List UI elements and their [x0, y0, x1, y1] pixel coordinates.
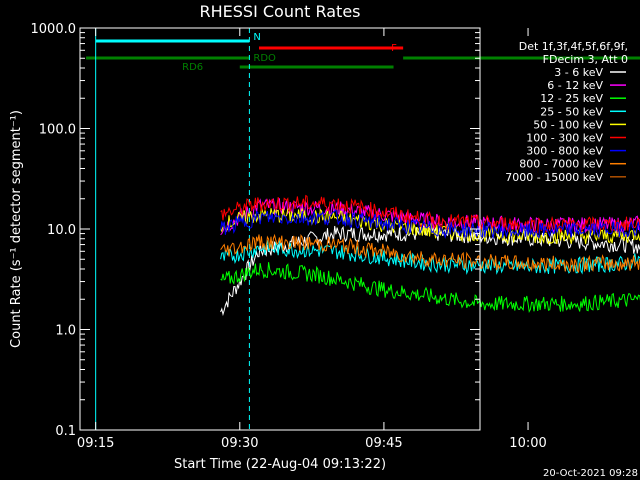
legend-entry: 25 - 50 keV: [540, 105, 603, 118]
legend: Det 1f,3f,4f,5f,6f,9f,FDecim 3, Att 03 -…: [505, 40, 628, 184]
x-tick-label: 10:00: [509, 436, 546, 451]
flag-label: N: [253, 32, 260, 43]
legend-entry: 7000 - 15000 keV: [505, 171, 603, 184]
legend-header: FDecim 3, Att 0: [543, 53, 628, 66]
flag-label: RDO: [253, 53, 276, 64]
axis-ticks: 09:1509:3009:4510:0010:1510:3010:450.11.…: [31, 22, 547, 451]
y-tick-label: 1.0: [55, 324, 76, 339]
legend-entry: 3 - 6 keV: [554, 66, 603, 79]
series-line: [220, 239, 640, 275]
chart-title: RHESSI Count Rates: [200, 2, 361, 21]
flag-label: RD6: [182, 62, 203, 73]
x-axis-label: Start Time (22-Aug-04 09:13:22): [174, 457, 386, 472]
flag-label: F: [391, 43, 397, 54]
series-line: [220, 206, 640, 245]
series-line: [220, 208, 640, 239]
legend-entry: 12 - 25 keV: [540, 92, 603, 105]
series-line: [220, 225, 640, 317]
x-tick-label: 09:15: [77, 436, 114, 451]
footer-date: 20-Oct-2021 09:28: [543, 468, 638, 479]
y-tick-label: 1000.0: [31, 22, 77, 37]
instrument-flags: N F RDO RD6: [86, 32, 640, 73]
y-tick-label: 0.1: [55, 424, 76, 439]
legend-entry: 6 - 12 keV: [547, 79, 603, 92]
legend-entry: 800 - 7000 keV: [519, 158, 603, 171]
x-tick-label: 09:45: [365, 436, 402, 451]
legend-header: Det 1f,3f,4f,5f,6f,9f,: [519, 40, 628, 53]
legend-entry: 50 - 100 keV: [533, 118, 603, 131]
y-axis-label: Count Rate (s⁻¹ detector segment⁻¹): [9, 110, 24, 348]
y-tick-label: 100.0: [39, 123, 76, 138]
legend-entry: 300 - 800 keV: [526, 145, 603, 158]
series-lines: [220, 194, 640, 317]
y-tick-label: 10.0: [47, 223, 76, 238]
legend-entry: 100 - 300 keV: [526, 132, 603, 145]
x-tick-label: 09:30: [221, 436, 258, 451]
vertical-markers: [95, 28, 250, 430]
series-line: [220, 233, 640, 274]
series-line: [220, 262, 640, 313]
